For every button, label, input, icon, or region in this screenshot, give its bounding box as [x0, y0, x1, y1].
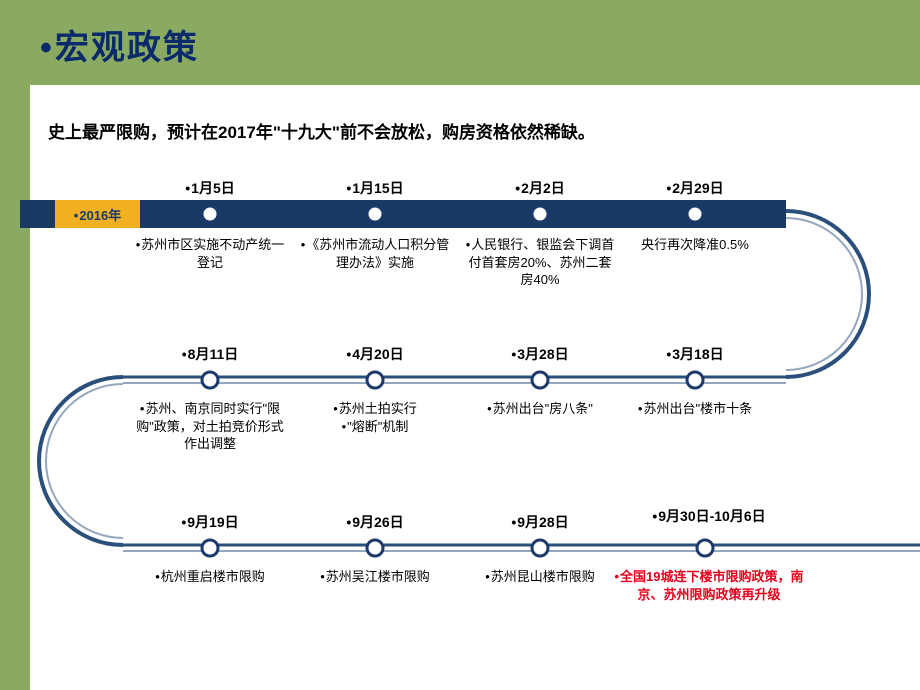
event-date: 4月20日	[346, 346, 403, 362]
event-r2-4: 3月18日	[619, 344, 771, 364]
event-r1-3-desc: 人民银行、银监会下调首付首套房20%、苏州二套房40%	[464, 234, 616, 289]
event-r3-4-desc: 全国19城连下楼市限购政策，南京、苏州限购政策再升级	[614, 566, 804, 603]
event-date: 8月11日	[182, 346, 239, 362]
event-r3-1: 9月19日	[134, 512, 286, 532]
event-r1-1-desc: 苏州市区实施不动产统一登记	[134, 234, 286, 271]
event-r1-2-desc: 《苏州市流动人口积分管理办法》实施	[299, 234, 451, 271]
event-date: 9月19日	[181, 514, 238, 530]
event-r2-4-desc: 苏州出台"楼市十条	[619, 398, 771, 418]
event-date: 2月2日	[515, 180, 564, 196]
event-r3-4: 9月30日-10月6日	[624, 506, 794, 526]
event-date: 2月29日	[666, 180, 723, 196]
event-r2-2-desc: 苏州土拍实行"熔断"机制	[299, 398, 451, 435]
event-date: 9月26日	[346, 514, 403, 530]
event-r3-2: 9月26日	[299, 512, 451, 532]
event-r1-3: 2月2日	[464, 178, 616, 198]
event-r1-4: 2月29日	[619, 178, 771, 198]
year-badge: 2016年	[55, 200, 140, 228]
event-r3-1-desc: 杭州重启楼市限购	[134, 566, 286, 586]
event-date: 3月28日	[511, 346, 568, 362]
event-date: 9月30日-10月6日	[652, 508, 765, 524]
event-r3-3-desc: 苏州昆山楼市限购	[464, 566, 616, 586]
event-r3-3: 9月28日	[464, 512, 616, 532]
event-r1-1: 1月5日	[134, 178, 286, 198]
event-r2-3-desc: 苏州出台"房八条"	[464, 398, 616, 418]
event-r2-1: 8月11日	[134, 344, 286, 364]
event-r2-1-desc: 苏州、南京同时实行"限购"政策，对土拍竞价形式作出调整	[134, 398, 286, 453]
event-date: 1月5日	[185, 180, 234, 196]
event-r1-2: 1月15日	[299, 178, 451, 198]
event-r2-3: 3月28日	[464, 344, 616, 364]
event-r2-2: 4月20日	[299, 344, 451, 364]
event-date: 9月28日	[511, 514, 568, 530]
event-r1-4-desc: 央行再次降准0.5%	[619, 234, 771, 254]
event-date: 1月15日	[346, 180, 403, 196]
event-date: 3月18日	[666, 346, 723, 362]
event-r3-2-desc: 苏州吴江楼市限购	[299, 566, 451, 586]
